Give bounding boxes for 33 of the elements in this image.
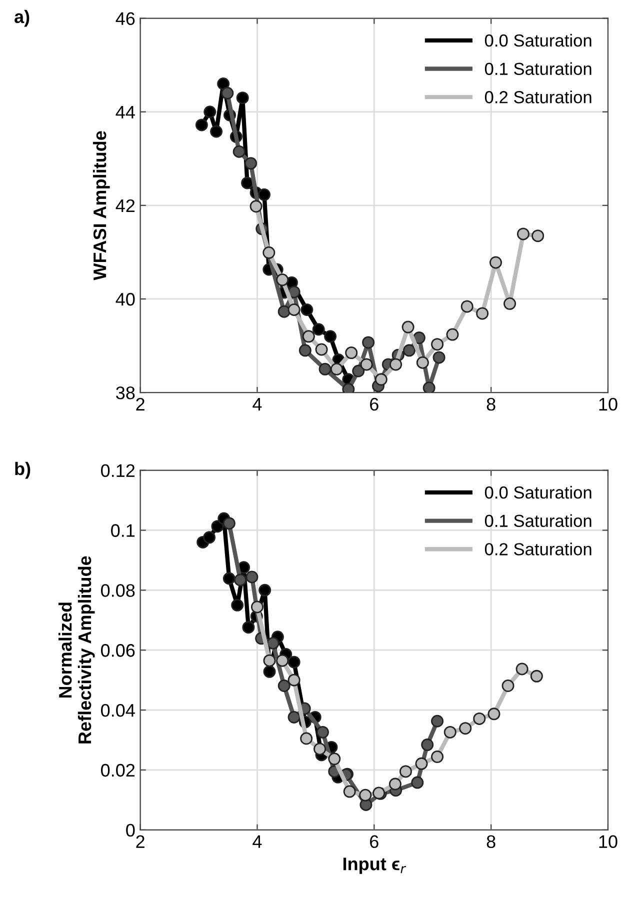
x-tick-label: 6 — [370, 835, 378, 848]
y-tick-label: 0.1 — [111, 524, 135, 537]
y-tick-label: 0.06 — [101, 644, 135, 657]
y-tick-label: 46 — [116, 12, 135, 26]
y-tick-label: 0.12 — [101, 464, 135, 478]
x-axis-title: Input ϵ$_{r}$ — [343, 858, 406, 874]
x-tick-label: 10 — [599, 398, 618, 411]
legend-label: 0.1 Saturation — [484, 514, 592, 528]
x-tick-label: 8 — [486, 835, 496, 848]
x-tick-label: 10 — [599, 835, 618, 848]
x-tick-label: 6 — [370, 398, 378, 411]
y-tick-label: 0.04 — [101, 704, 135, 717]
x-tick-label: 2 — [136, 835, 144, 848]
y-tick-label: 0 — [126, 824, 135, 837]
legend-label: 0.1 Saturation — [484, 62, 592, 76]
y-axis-title: WFASI Amplitude — [92, 131, 110, 280]
y-tick-label: 0.02 — [101, 764, 135, 777]
y-tick-label: 44 — [116, 106, 135, 118]
legend-label: 0.0 Saturation — [484, 486, 592, 499]
legend-label: 0.2 Saturation — [484, 542, 592, 556]
y-axis-title: Normalized Reflectivity Amplitude — [58, 556, 95, 744]
y-tick-label: 42 — [116, 199, 135, 212]
x-tick-label: 4 — [252, 398, 262, 410]
legend-label: 0.2 Saturation — [484, 90, 592, 104]
text: b) — [15, 462, 30, 479]
y-tick-label: 0.08 — [101, 584, 135, 597]
y-tick-label: 38 — [116, 386, 135, 400]
text: a) — [14, 10, 30, 27]
x-tick-label: 2 — [136, 398, 144, 410]
x-tick-label: 8 — [486, 398, 496, 411]
x-tick-label: 4 — [252, 835, 262, 848]
legend-label: 0.0 Saturation — [484, 34, 592, 47]
y-tick-label: 40 — [116, 292, 135, 306]
